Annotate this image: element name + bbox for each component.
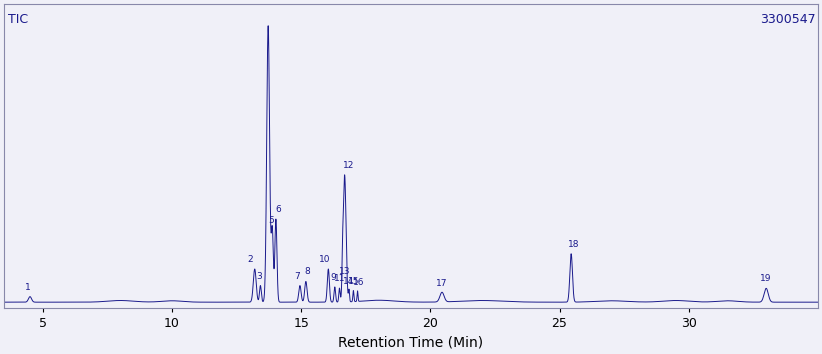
Text: 11: 11 bbox=[334, 274, 345, 283]
Text: 17: 17 bbox=[436, 279, 448, 287]
Text: 12: 12 bbox=[343, 161, 354, 170]
Text: 3: 3 bbox=[256, 272, 262, 281]
Text: 3300547: 3300547 bbox=[760, 13, 815, 26]
Text: 7: 7 bbox=[294, 272, 300, 281]
Text: 2: 2 bbox=[247, 255, 253, 264]
X-axis label: Retention Time (Min): Retention Time (Min) bbox=[339, 336, 483, 350]
Text: 14: 14 bbox=[344, 276, 355, 286]
Text: 15: 15 bbox=[348, 277, 359, 286]
Text: 8: 8 bbox=[304, 268, 310, 276]
Text: 6: 6 bbox=[275, 205, 281, 214]
Text: 1: 1 bbox=[25, 282, 30, 292]
Text: TIC: TIC bbox=[8, 13, 29, 26]
Text: 10: 10 bbox=[319, 255, 330, 264]
Text: 18: 18 bbox=[567, 240, 579, 249]
Text: 16: 16 bbox=[353, 278, 365, 287]
Text: 13: 13 bbox=[339, 268, 350, 276]
Text: 19: 19 bbox=[760, 274, 772, 283]
Text: 9: 9 bbox=[330, 273, 336, 282]
Text: 5: 5 bbox=[268, 216, 274, 225]
